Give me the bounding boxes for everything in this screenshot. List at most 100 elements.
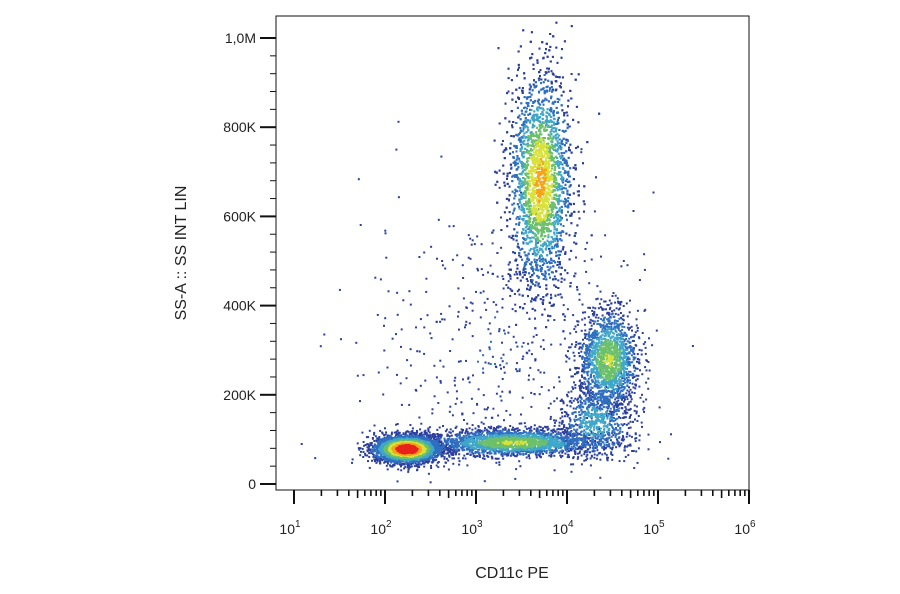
data-point: [565, 171, 568, 174]
data-point: [517, 133, 520, 136]
data-point: [578, 298, 581, 301]
data-point: [474, 434, 477, 436]
data-point: [611, 396, 614, 399]
data-point: [518, 97, 520, 100]
data-point: [526, 260, 529, 263]
data-point: [630, 346, 633, 349]
data-point: [407, 470, 410, 473]
data-point: [430, 464, 432, 467]
data-point: [410, 430, 413, 433]
data-point: [441, 455, 444, 457]
data-point: [597, 392, 599, 395]
data-point: [419, 432, 421, 435]
data-point: [503, 452, 506, 455]
data-point: [550, 95, 553, 98]
data-point: [570, 214, 573, 217]
data-point: [528, 289, 531, 291]
data-point: [638, 434, 641, 437]
data-point: [590, 333, 593, 336]
data-point: [580, 454, 583, 457]
data-point: [468, 450, 471, 453]
data-point: [581, 385, 584, 388]
data-point: [523, 266, 526, 269]
data-point: [523, 107, 525, 109]
data-point: [516, 429, 519, 432]
data-point: [455, 390, 458, 393]
data-point: [430, 437, 433, 440]
data-point: [518, 252, 521, 254]
data-point: [601, 394, 604, 397]
data-point: [526, 280, 529, 283]
data-point: [429, 438, 432, 441]
data-point: [537, 294, 540, 297]
data-point: [587, 364, 590, 367]
data-point: [572, 192, 575, 195]
data-point: [522, 271, 525, 274]
data-point: [600, 318, 603, 320]
data-point: [563, 432, 566, 435]
data-point: [523, 77, 526, 80]
data-point: [511, 234, 514, 237]
data-point: [516, 264, 519, 267]
data-point: [568, 202, 571, 205]
data-point: [587, 306, 590, 309]
data-point: [447, 448, 450, 451]
data-point: [630, 435, 633, 438]
data-point: [535, 429, 538, 432]
data-point: [580, 445, 583, 448]
data-point: [550, 343, 553, 346]
data-point: [455, 450, 458, 453]
data-point: [568, 149, 571, 152]
data-point: [492, 301, 495, 304]
data-point: [606, 395, 608, 398]
data-point: [539, 69, 542, 71]
data-point: [555, 447, 557, 450]
data-point: [558, 421, 561, 424]
data-point: [567, 350, 569, 353]
data-point: [521, 294, 524, 297]
data-point: [630, 354, 633, 357]
data-point: [372, 445, 375, 448]
data-point: [575, 167, 577, 170]
data-point: [570, 212, 573, 215]
data-point: [600, 255, 602, 258]
data-point: [612, 428, 615, 431]
data-point: [436, 450, 439, 453]
data-point: [621, 390, 624, 393]
data-point: [627, 356, 630, 359]
data-point: [570, 439, 572, 442]
data-point: [600, 401, 603, 404]
data-point: [561, 415, 564, 418]
data-point: [619, 395, 622, 398]
data-point: [362, 451, 365, 453]
data-point: [437, 461, 440, 463]
data-point: [428, 426, 431, 429]
data-point: [443, 465, 446, 468]
data-point: [429, 434, 432, 437]
data-point: [585, 386, 588, 389]
data-point: [603, 443, 606, 446]
data-point: [597, 399, 600, 402]
data-point: [503, 371, 506, 374]
data-point: [544, 97, 547, 100]
data-point: [534, 327, 537, 330]
data-point: [425, 439, 428, 442]
data-point: [447, 442, 450, 445]
data-point: [633, 392, 636, 394]
data-point: [565, 413, 568, 416]
data-point: [538, 425, 541, 428]
data-point: [421, 462, 424, 465]
data-point: [599, 394, 602, 397]
data-point: [489, 332, 492, 335]
data-point: [545, 48, 547, 51]
data-point: [616, 390, 619, 393]
data-point: [387, 290, 390, 293]
data-point: [541, 273, 544, 275]
data-point: [510, 452, 513, 455]
data-point: [636, 367, 639, 370]
data-point: [590, 454, 593, 457]
data-point: [580, 434, 583, 436]
data-point: [546, 293, 549, 296]
data-point: [511, 308, 514, 311]
data-point: [392, 464, 395, 467]
